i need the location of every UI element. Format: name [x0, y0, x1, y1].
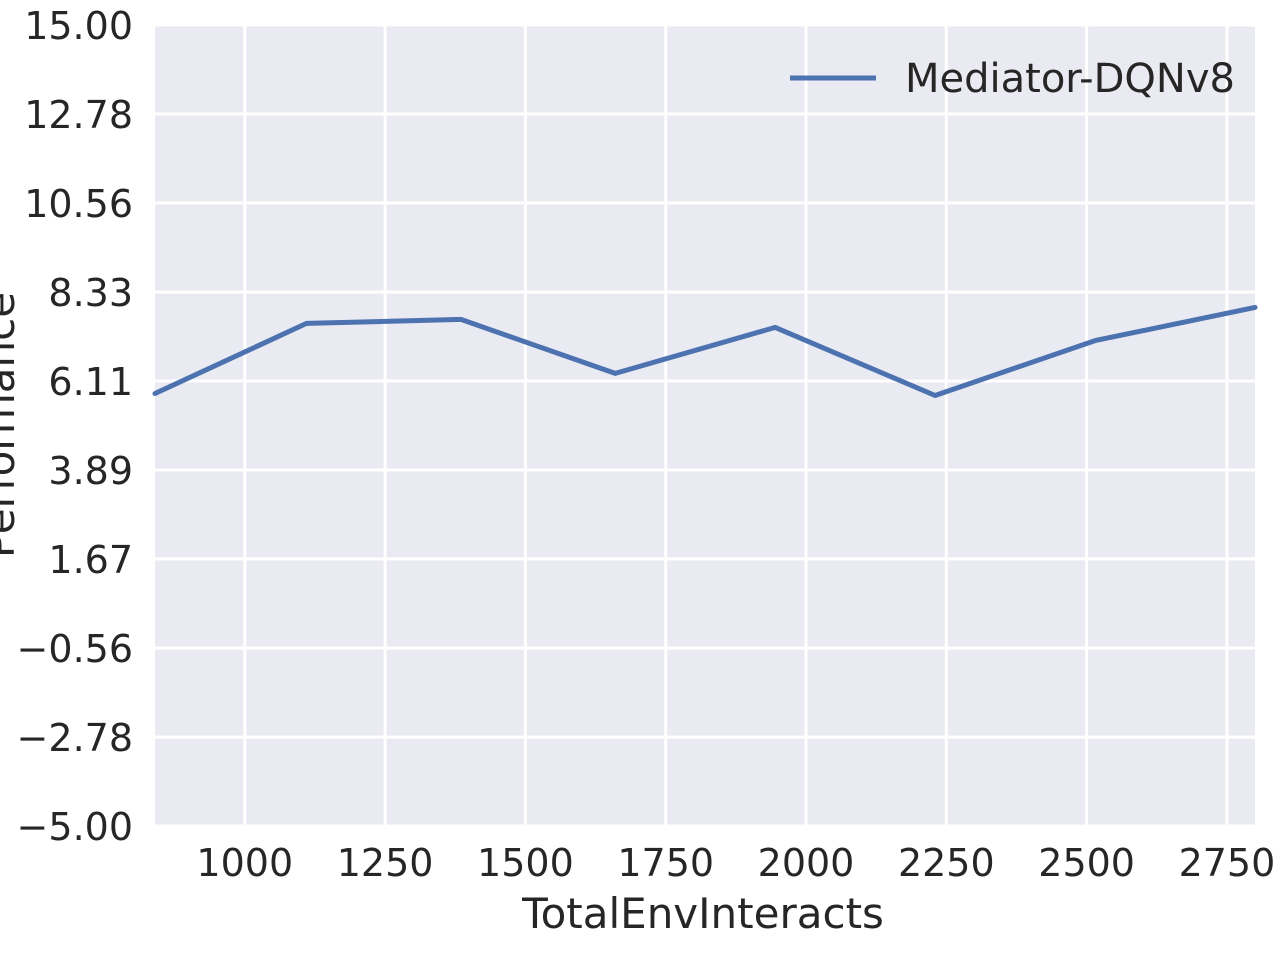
- y-tick-label: −0.56: [17, 627, 133, 671]
- x-tick-label: 1750: [617, 841, 714, 885]
- y-tick-labels: −5.00 −2.78 −0.56 1.67 3.89 6.11 8.33 10.56 12.7…: [17, 4, 133, 849]
- y-tick-label: 3.89: [48, 449, 133, 493]
- y-tick-label: 1.67: [48, 538, 133, 582]
- x-gridlines: [243, 25, 1229, 826]
- y-tick-label: −2.78: [17, 716, 133, 760]
- y-tick-label: 6.11: [48, 360, 133, 404]
- plot-background: [155, 25, 1255, 826]
- y-tick-label: 8.33: [48, 271, 133, 315]
- y-tick-label: 12.78: [24, 93, 133, 137]
- y-tick-label: −5.00: [17, 805, 133, 849]
- x-tick-label: 1000: [196, 841, 293, 885]
- x-axis-label: TotalEnvInteracts: [521, 889, 884, 938]
- y-gridlines: [155, 23, 1255, 828]
- series-layer: [152, 304, 1258, 398]
- x-tick-label: 2500: [1038, 841, 1135, 885]
- series-line: [152, 304, 1258, 398]
- y-axis-label: Performance: [0, 292, 24, 558]
- x-tick-label: 2750: [1179, 841, 1276, 885]
- y-tick-label: 15.00: [24, 4, 133, 48]
- x-tick-label: 2250: [898, 841, 995, 885]
- x-tick-label: 1250: [337, 841, 434, 885]
- legend-entry-label: Mediator-DQNv8: [905, 56, 1235, 102]
- x-tick-label: 1500: [477, 841, 574, 885]
- x-tick-label: 2000: [758, 841, 855, 885]
- x-tick-labels: 1000 1250 1500 1750 2000 2250 2500 2750: [196, 841, 1275, 885]
- legend: Mediator-DQNv8: [790, 56, 1235, 102]
- y-tick-label: 10.56: [24, 182, 133, 226]
